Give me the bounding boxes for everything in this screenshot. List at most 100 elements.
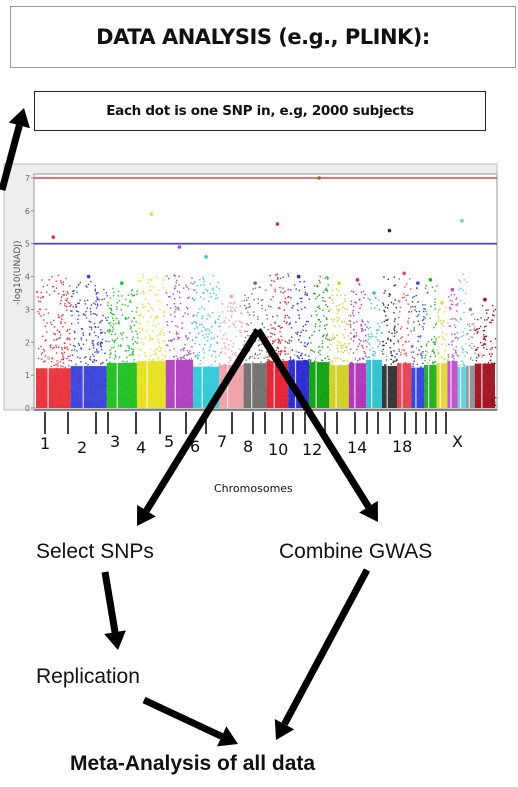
snp-point [203, 398, 204, 399]
snp-point [467, 394, 468, 395]
snp-point [51, 390, 52, 391]
snp-point [55, 381, 56, 382]
snp-point [363, 297, 364, 298]
snp-point [50, 403, 51, 404]
snp-point [44, 360, 45, 361]
snp-point [442, 377, 443, 378]
snp-point [72, 398, 73, 399]
snp-point [231, 405, 232, 406]
snp-point [211, 382, 212, 383]
snp-point [211, 355, 212, 356]
snp-point [74, 345, 75, 346]
snp-point [288, 275, 289, 276]
snp-point [364, 395, 365, 396]
snp-point [280, 377, 281, 378]
snp-point [235, 355, 236, 356]
snp-point [471, 399, 472, 400]
snp-point [143, 316, 144, 317]
snp-point [123, 332, 124, 333]
snp-point [86, 317, 87, 318]
snp-point [282, 359, 283, 360]
snp-point [373, 372, 374, 373]
x-tick-label: 8 [243, 437, 253, 456]
snp-point [396, 307, 397, 308]
snp-point [53, 379, 54, 380]
snp-point [360, 340, 361, 341]
snp-point [456, 400, 457, 401]
snp-point [170, 308, 171, 309]
snp-point [266, 314, 267, 315]
snp-point [297, 378, 298, 379]
snp-point [201, 306, 202, 307]
snp-point [385, 372, 386, 373]
snp-point [362, 347, 363, 348]
snp-point [373, 388, 374, 389]
snp-point [360, 377, 361, 378]
snp-point [261, 300, 262, 301]
snp-point [443, 374, 444, 375]
snp-point [207, 336, 208, 337]
snp-point [114, 340, 115, 341]
snp-point [128, 350, 129, 351]
snp-point [389, 379, 390, 380]
snp-point [192, 298, 193, 299]
snp-point [265, 309, 266, 310]
snp-point [334, 394, 335, 395]
snp-point [384, 401, 385, 402]
snp-point [324, 384, 325, 385]
snp-point [332, 363, 333, 364]
snp-point [431, 380, 432, 381]
snp-point [208, 301, 209, 302]
snp-point [153, 405, 154, 406]
snp-point [389, 295, 390, 296]
snp-point [394, 327, 395, 328]
snp-point [174, 288, 175, 289]
chromosome-10-top-hit [297, 275, 301, 279]
snp-point [194, 289, 195, 290]
snp-point [376, 393, 377, 394]
snp-point [344, 337, 345, 338]
snp-point [128, 377, 129, 378]
snp-point [195, 401, 196, 402]
snp-point [234, 302, 235, 303]
snp-point [152, 359, 153, 360]
snp-point [175, 306, 176, 307]
snp-point [327, 386, 328, 387]
snp-point [67, 349, 68, 350]
snp-point [263, 394, 264, 395]
snp-point [456, 297, 457, 298]
snp-point [297, 367, 298, 368]
snp-point [395, 284, 396, 285]
snp-point [399, 364, 400, 365]
snp-point [359, 308, 360, 309]
snp-point [205, 289, 206, 290]
snp-point [395, 380, 396, 381]
snp-point [348, 314, 349, 315]
snp-point [153, 381, 154, 382]
y-tick-label: 4 [25, 273, 30, 282]
snp-point [326, 317, 327, 318]
snp-point [101, 379, 102, 380]
snp-point [120, 344, 121, 345]
snp-point [432, 367, 433, 368]
snp-point [207, 328, 208, 329]
snp-point [277, 315, 278, 316]
snp-point [284, 400, 285, 401]
snp-point [426, 313, 427, 314]
snp-point [298, 352, 299, 353]
snp-point [434, 290, 435, 291]
snp-point [427, 292, 428, 293]
snp-point [79, 395, 80, 396]
snp-point [118, 395, 119, 396]
snp-point [170, 314, 171, 315]
snp-point [229, 394, 230, 395]
snp-point [319, 372, 320, 373]
snp-point [137, 337, 138, 338]
snp-point [404, 353, 405, 354]
snp-point [415, 306, 416, 307]
snp-point [196, 404, 197, 405]
snp-point [390, 359, 391, 360]
snp-point [141, 338, 142, 339]
snp-point [60, 394, 61, 395]
snp-point [206, 403, 207, 404]
